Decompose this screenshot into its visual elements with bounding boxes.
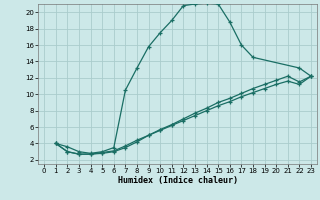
X-axis label: Humidex (Indice chaleur): Humidex (Indice chaleur) — [118, 176, 238, 185]
